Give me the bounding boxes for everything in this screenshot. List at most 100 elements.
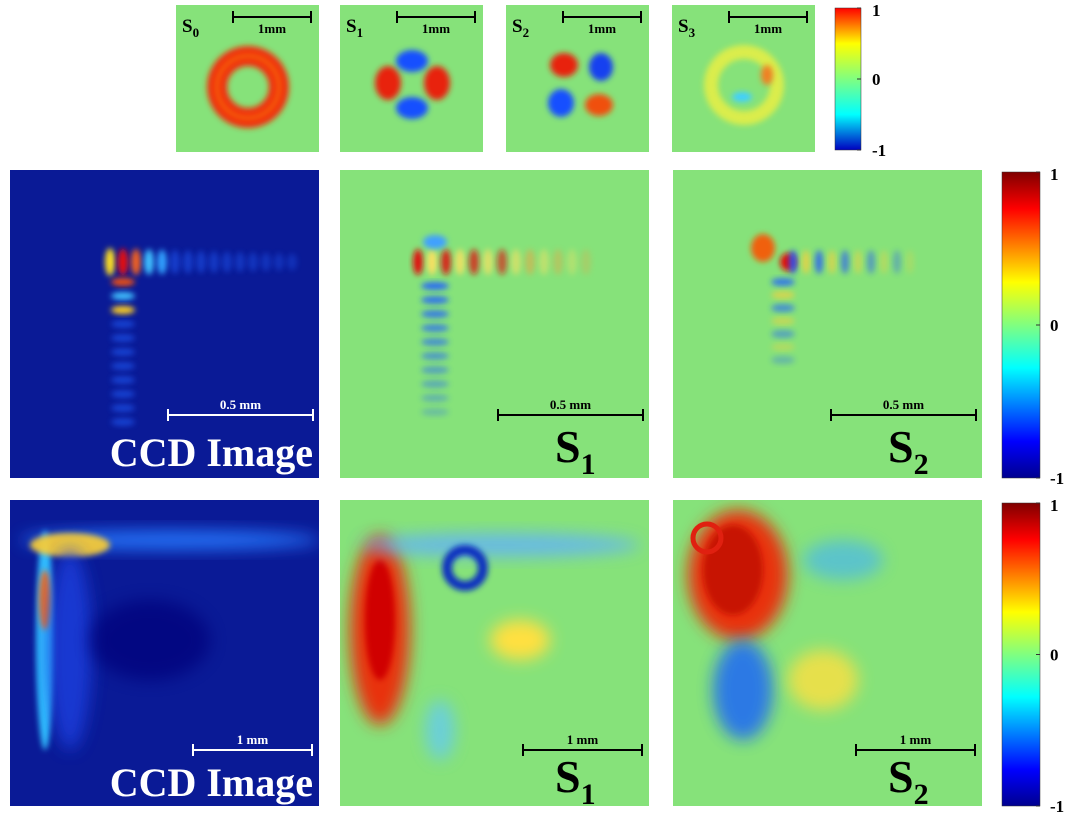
label-text: CCD Image — [110, 430, 313, 475]
pattern-blob — [427, 249, 437, 275]
pattern-blob — [771, 278, 795, 286]
pattern-blob — [703, 525, 763, 615]
pattern-blob — [209, 251, 219, 273]
pattern-blob — [424, 66, 450, 100]
pattern-blob — [261, 253, 271, 271]
panel: S31mm — [672, 5, 815, 152]
label-subscript: 0 — [193, 25, 200, 40]
pattern-blob — [789, 250, 797, 274]
pattern-blob — [111, 404, 135, 412]
label-text: S — [555, 421, 581, 472]
pattern-blob — [483, 249, 493, 275]
pattern-blob — [375, 66, 401, 100]
scale-bar-label: 0.5 mm — [883, 397, 924, 412]
colorbar-tick-label: 1 — [1050, 165, 1059, 184]
pattern-blob — [771, 317, 795, 325]
pattern-blob — [548, 89, 574, 117]
label-subscript: 2 — [914, 778, 929, 811]
pattern-blob — [553, 249, 563, 275]
pattern-blob — [421, 394, 449, 402]
pattern-blob — [867, 250, 875, 274]
pattern-blob — [111, 278, 135, 286]
pattern-blob — [581, 249, 591, 275]
label-text: S — [678, 16, 689, 37]
pattern-blob — [111, 334, 135, 342]
scale-bar-label: 0.5 mm — [220, 397, 261, 412]
pattern-blob — [131, 249, 141, 275]
pattern-blob — [274, 253, 284, 271]
pattern-blob — [183, 250, 193, 273]
pattern-blob — [170, 250, 180, 274]
pattern-blob — [222, 252, 232, 273]
colorbar-tick-label: 0 — [1050, 316, 1059, 335]
pattern-blob — [111, 306, 135, 314]
colorbar — [1002, 503, 1040, 806]
pattern-blob — [803, 540, 883, 580]
pattern-blob — [423, 235, 447, 249]
pattern-blob — [111, 390, 135, 398]
scale-bar-label: 1mm — [422, 21, 450, 36]
pattern-blob — [841, 250, 849, 274]
pattern-blob — [511, 249, 521, 275]
pattern-blob — [880, 250, 888, 274]
pattern-blob — [421, 296, 449, 304]
pattern-blob — [761, 65, 773, 85]
pattern-blob — [421, 324, 449, 332]
pattern-blob — [235, 252, 245, 272]
colorbar — [1002, 172, 1040, 478]
pattern-blob — [525, 249, 535, 275]
pattern-blob — [111, 362, 135, 370]
pattern-blob — [421, 380, 449, 388]
label-text: S — [346, 16, 357, 37]
pattern-blob — [421, 310, 449, 318]
pattern-blob — [771, 356, 795, 364]
colorbar-tick-label: 0 — [872, 70, 881, 89]
pattern-blob — [497, 249, 507, 275]
pattern-blob — [421, 352, 449, 360]
page: S01mmS11mmS21mmS31mm10-1CCD Image0.5 mmS… — [0, 0, 1075, 813]
scale-bar-label: 1mm — [258, 21, 286, 36]
panel: CCD Image 0.5 mm — [10, 170, 319, 478]
panel: CCD Image 1 mm — [10, 500, 320, 806]
pattern-blob — [751, 234, 775, 262]
pattern-blob — [365, 560, 395, 680]
label-text: S — [888, 751, 914, 802]
pattern-blob — [828, 250, 836, 274]
pattern-blob — [105, 248, 115, 276]
scale-bar-label: 1 mm — [567, 732, 599, 747]
pattern-blob — [360, 533, 640, 557]
pattern-blob — [771, 304, 795, 312]
panel-background — [340, 170, 649, 478]
pattern-blob — [248, 252, 258, 271]
pattern-blob — [421, 282, 449, 290]
pattern-blob — [906, 250, 914, 274]
pattern-blob — [413, 249, 423, 275]
pattern-blob — [771, 291, 795, 299]
panel-label: CCD Image — [110, 760, 313, 805]
panel: S11 mm — [340, 500, 649, 811]
colorbar-tick-label: -1 — [872, 141, 886, 160]
panel-label: CCD Image — [110, 430, 313, 475]
colorbar-tick-label: -1 — [1050, 797, 1064, 813]
pattern-blob — [396, 97, 428, 119]
label-text: S — [555, 751, 581, 802]
pattern-blob — [550, 53, 578, 77]
pattern-blob — [48, 550, 92, 750]
label-text: S — [512, 16, 523, 37]
scale-bar-label: 1mm — [754, 21, 782, 36]
pattern-blob — [111, 292, 135, 300]
scale-bar-label: 1 mm — [237, 732, 269, 747]
label-subscript: 2 — [523, 25, 530, 40]
pattern-blob — [469, 249, 479, 275]
panel: S21 mm — [673, 500, 982, 811]
pattern-blob — [854, 250, 862, 274]
panel-background — [673, 170, 982, 478]
pattern-blob — [111, 418, 135, 426]
label-subscript: 1 — [357, 25, 364, 40]
pattern-blob — [118, 248, 128, 275]
pattern-blob — [90, 600, 210, 680]
label-subscript: 1 — [581, 448, 596, 481]
label-text: S — [182, 16, 193, 37]
pattern-blob — [771, 343, 795, 351]
figure: S01mmS11mmS21mmS31mm10-1CCD Image0.5 mmS… — [0, 0, 1075, 813]
